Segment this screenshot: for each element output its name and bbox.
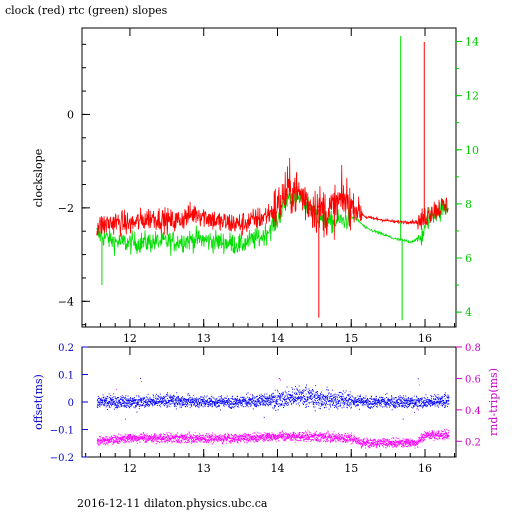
- upper-y2-tick-label: 10: [465, 144, 479, 157]
- lower-y-tick-label: 0.2: [58, 343, 74, 354]
- upper-y2-tick-label: 4: [465, 306, 472, 319]
- offset-series-points: [96, 377, 450, 420]
- upper-plot-data: [96, 36, 449, 321]
- rndtrip-series-points: [96, 379, 450, 449]
- lower-axis-ticks: 12 13 14 15 16 0.2 0.1 0 −0.1 −0.2 0.2 0.4 0.6 0.8: [50, 343, 481, 475]
- upper-plot-frame: [81, 27, 457, 328]
- lower-y2-axis-label: rnd-trip(ms): [487, 368, 500, 436]
- chart-title: clock (red) rtc (green) slopes: [5, 4, 168, 17]
- lower-x-tick-label: 15: [344, 462, 358, 475]
- footer-host-date: 2016-12-11 dilaton.physics.ubc.ca: [77, 497, 268, 510]
- lower-y2-tick-label: 0.8: [465, 343, 481, 354]
- lower-x-tick-label: 14: [270, 462, 284, 475]
- upper-x-tick-label: 16: [418, 332, 432, 345]
- upper-y-tick-label: −4: [58, 295, 74, 308]
- upper-y2-tick-label: 14: [465, 36, 479, 49]
- upper-y2-tick-label: 8: [465, 198, 472, 211]
- upper-x-tick-label: 15: [344, 332, 358, 345]
- lower-plot-data: [96, 377, 450, 449]
- lower-y-tick-label: 0: [68, 398, 74, 409]
- lower-y-tick-label: −0.1: [50, 426, 74, 437]
- upper-x-tick-label: 13: [197, 332, 211, 345]
- lower-y-tick-label: −0.2: [50, 453, 74, 464]
- upper-y2-tick-label: 6: [465, 252, 472, 265]
- clock-series-line: [96, 157, 449, 240]
- lower-y2-tick-label: 0.6: [465, 374, 481, 385]
- upper-x-tick-label: 12: [123, 332, 137, 345]
- lower-y-tick-label: 0.1: [58, 371, 74, 382]
- upper-y-tick-label: 0: [67, 108, 74, 121]
- upper-x-tick-label: 14: [270, 332, 284, 345]
- upper-y-axis-label: clockslope: [32, 149, 45, 207]
- lower-y-axis-label: offset(ms): [32, 374, 45, 430]
- lower-y2-tick-label: 0.4: [465, 406, 481, 417]
- lower-x-tick-label: 16: [418, 462, 432, 475]
- upper-y2-tick-label: 12: [465, 90, 479, 103]
- upper-y-tick-label: −2: [58, 202, 74, 215]
- lower-x-tick-label: 12: [123, 462, 137, 475]
- lower-y2-tick-label: 0.2: [465, 437, 481, 448]
- lower-x-tick-label: 13: [197, 462, 211, 475]
- upper-axis-ticks: 12 13 14 15 16 0 −2 −4 4 6 8 10 12 14: [58, 28, 479, 345]
